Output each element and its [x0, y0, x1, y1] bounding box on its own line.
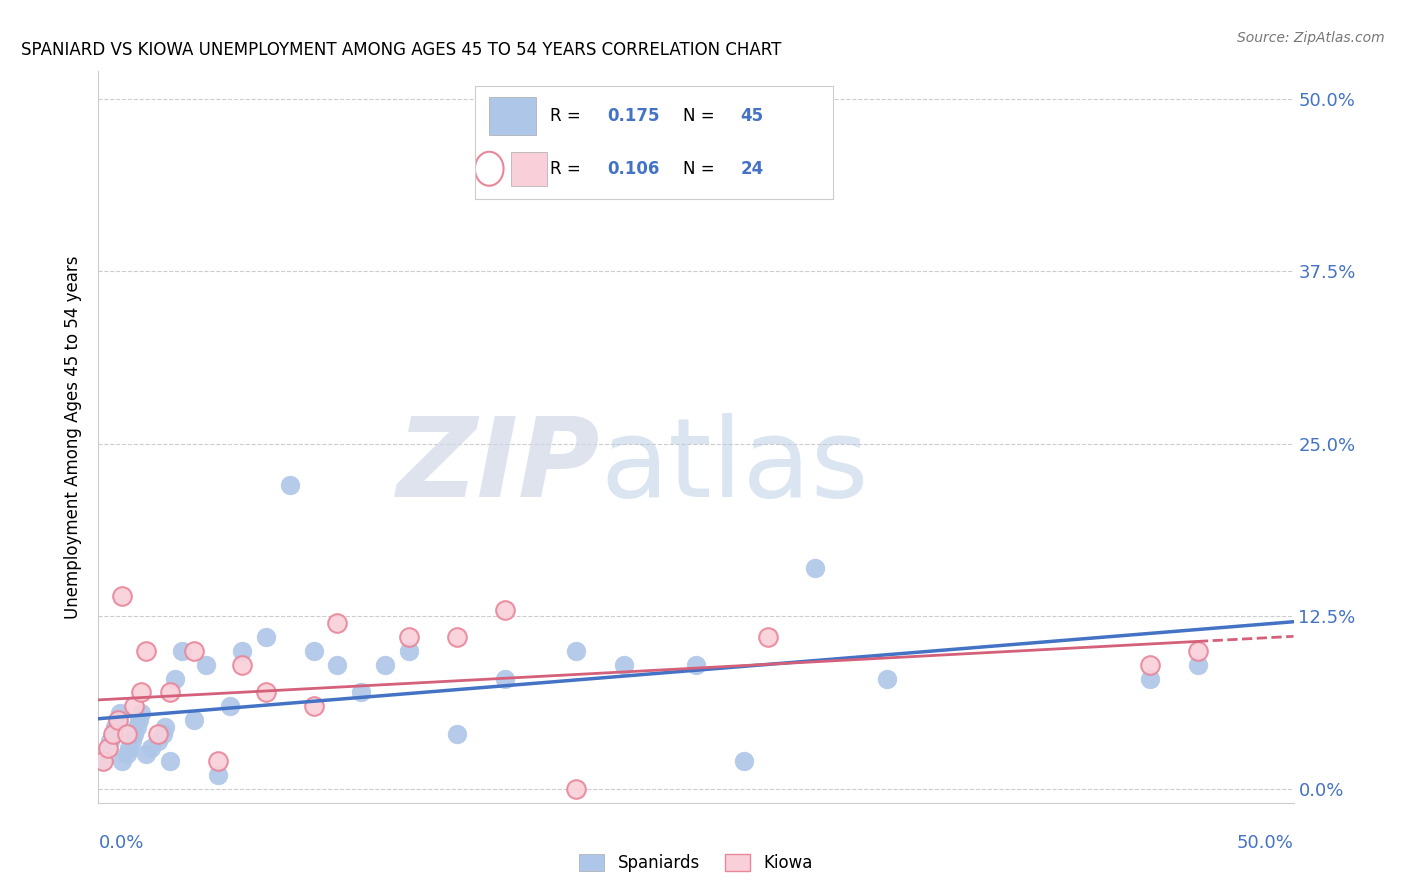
- Point: [1139, 672, 1161, 686]
- Point: [159, 755, 181, 769]
- Point: [183, 713, 205, 727]
- Point: [139, 740, 162, 755]
- Point: [148, 733, 170, 747]
- Point: [107, 713, 129, 727]
- Point: [350, 685, 373, 699]
- Point: [124, 727, 146, 741]
- Point: [111, 755, 134, 769]
- Point: [108, 706, 131, 720]
- Point: [565, 644, 588, 658]
- Point: [159, 685, 181, 699]
- Point: [207, 768, 229, 782]
- Point: [398, 630, 420, 644]
- Point: [115, 747, 138, 762]
- Text: 0.0%: 0.0%: [98, 834, 143, 852]
- Point: [97, 740, 120, 755]
- Point: [326, 657, 349, 672]
- Point: [131, 706, 153, 720]
- Point: [398, 644, 420, 658]
- Point: [183, 644, 205, 658]
- Point: [254, 630, 277, 644]
- Point: [97, 740, 120, 755]
- Point: [91, 755, 114, 769]
- Point: [446, 727, 468, 741]
- Point: [756, 630, 779, 644]
- Point: [254, 685, 277, 699]
- Point: [613, 657, 636, 672]
- Text: atlas: atlas: [600, 413, 869, 520]
- Point: [135, 747, 157, 762]
- Point: [494, 602, 516, 616]
- Point: [1139, 657, 1161, 672]
- Point: [804, 561, 827, 575]
- Point: [326, 616, 349, 631]
- Point: [163, 672, 186, 686]
- Point: [1187, 644, 1209, 658]
- Point: [219, 699, 242, 714]
- Text: SPANIARD VS KIOWA UNEMPLOYMENT AMONG AGES 45 TO 54 YEARS CORRELATION CHART: SPANIARD VS KIOWA UNEMPLOYMENT AMONG AGE…: [21, 41, 782, 59]
- Point: [107, 713, 129, 727]
- Text: ZIP: ZIP: [396, 413, 600, 520]
- Point: [876, 672, 898, 686]
- Point: [98, 733, 122, 747]
- Point: [118, 740, 141, 755]
- Point: [101, 727, 124, 741]
- Point: [101, 727, 124, 741]
- Point: [131, 685, 153, 699]
- Point: [125, 720, 148, 734]
- Point: [733, 755, 755, 769]
- Point: [135, 644, 157, 658]
- Point: [194, 657, 218, 672]
- Point: [374, 657, 396, 672]
- Point: [1187, 657, 1209, 672]
- Point: [207, 755, 229, 769]
- Point: [124, 699, 146, 714]
- Y-axis label: Unemployment Among Ages 45 to 54 years: Unemployment Among Ages 45 to 54 years: [65, 255, 83, 619]
- Point: [494, 672, 516, 686]
- Point: [446, 630, 468, 644]
- Point: [231, 644, 253, 658]
- Point: [302, 699, 325, 714]
- Point: [128, 713, 150, 727]
- Point: [148, 727, 170, 741]
- Point: [152, 727, 174, 741]
- Text: 50.0%: 50.0%: [1237, 834, 1294, 852]
- Point: [278, 478, 301, 492]
- Legend: Spaniards, Kiowa: Spaniards, Kiowa: [572, 847, 820, 879]
- Point: [115, 727, 138, 741]
- Point: [111, 589, 134, 603]
- Point: [91, 755, 114, 769]
- Point: [104, 720, 127, 734]
- Point: [155, 720, 177, 734]
- Text: Source: ZipAtlas.com: Source: ZipAtlas.com: [1237, 31, 1385, 45]
- Point: [231, 657, 253, 672]
- Point: [565, 782, 588, 797]
- Point: [685, 657, 707, 672]
- Point: [121, 733, 143, 747]
- Point: [172, 644, 194, 658]
- Point: [302, 644, 325, 658]
